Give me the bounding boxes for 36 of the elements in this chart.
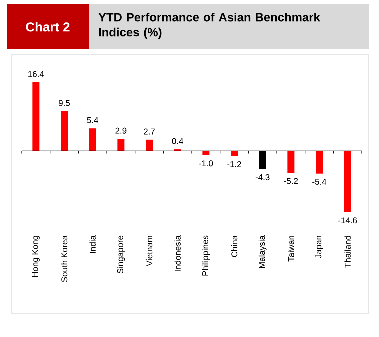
data-label: 2.9	[116, 128, 127, 134]
data-label: -1.2	[228, 161, 242, 168]
x-tick-label: China	[231, 236, 238, 258]
chart-title: YTD Performance of Asian Benchmark Indices (%)	[98, 12, 320, 40]
x-tick-label: Malaysia	[258, 236, 267, 268]
x-tick-label: South Korea	[61, 236, 68, 282]
bar	[32, 82, 40, 152]
bar	[118, 139, 125, 152]
data-label: -14.6	[338, 218, 358, 224]
x-tick-label: Indonesia	[174, 236, 181, 272]
x-tick-label: Singapore	[117, 236, 126, 274]
bar	[316, 151, 324, 174]
bar	[344, 151, 352, 212]
data-label: 9.5	[59, 100, 70, 106]
caption: Chart 2	[26, 22, 70, 32]
bar	[288, 151, 295, 174]
data-label: -5.2	[284, 178, 298, 184]
data-label: -5.4	[312, 179, 327, 185]
data-label: 0.4	[172, 138, 184, 144]
x-tick-label: Thailand	[344, 236, 351, 268]
data-label: 16.4	[28, 71, 44, 78]
x-tick-label: Japan	[316, 236, 324, 258]
x-tick-label: India	[90, 236, 96, 254]
data-label: -4.3	[256, 174, 270, 180]
bar	[146, 140, 153, 152]
bar	[231, 151, 238, 156]
x-tick-label: Hong Kong	[32, 236, 40, 278]
x-tick-label: Philippines	[202, 236, 210, 276]
bar	[202, 151, 210, 156]
data-label: -1.0	[199, 160, 214, 167]
bar	[61, 111, 68, 152]
x-tick-label: Taiwan	[288, 236, 294, 262]
x-tick-label: Vietnam	[146, 236, 153, 266]
data-label: 2.7	[144, 128, 155, 135]
bar	[89, 128, 96, 152]
data-label: 5.4	[87, 117, 98, 124]
